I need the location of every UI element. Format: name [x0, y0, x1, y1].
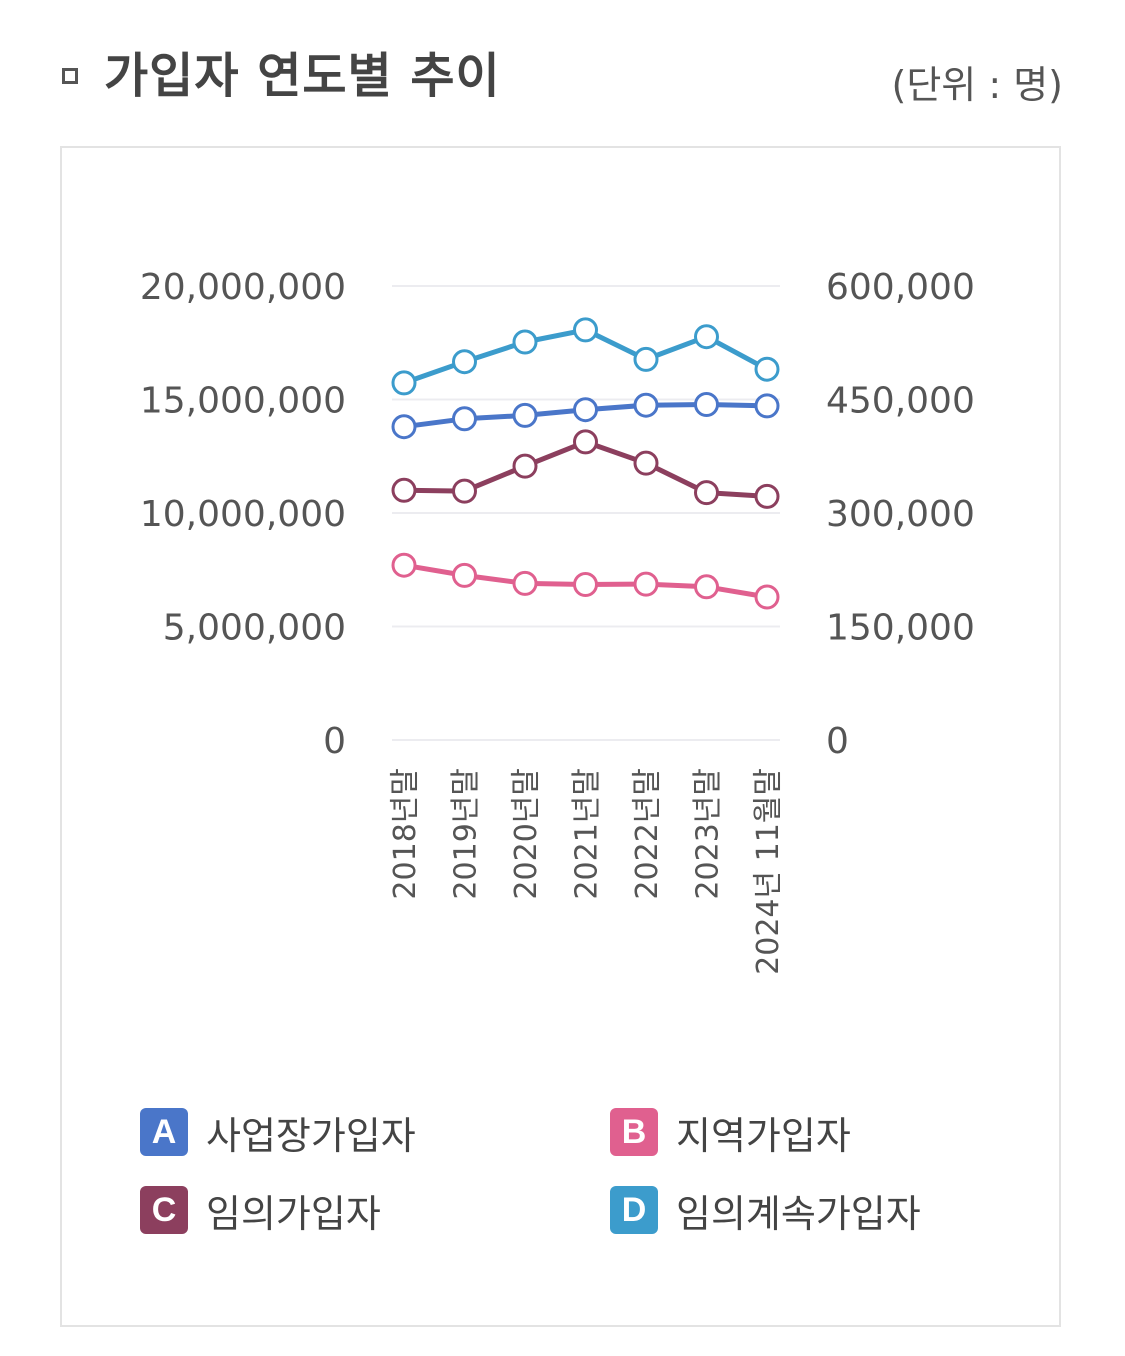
line-chart: 0 0 5,000,000 150,000 10,000,000 300,000 15,00… — [140, 267, 975, 975]
right-tick-label: 300,000 — [826, 494, 975, 535]
data-point-b — [452, 562, 477, 588]
unit-label: (단위 : 명) — [891, 63, 1064, 107]
data-point-d — [694, 324, 719, 350]
data-point-c — [754, 483, 780, 509]
right-tick-label: 150,000 — [826, 608, 975, 649]
data-point-d — [512, 329, 538, 355]
data-point-a — [633, 392, 659, 418]
page-title: 가입자 연도별 추이 — [104, 48, 501, 104]
legend-badge-d: D — [610, 1186, 658, 1234]
legend-item-b: B 지역가입자 — [610, 1108, 851, 1158]
left-tick-label: 15,000,000 — [140, 381, 346, 422]
data-point-d — [391, 370, 417, 396]
data-point-b — [754, 584, 780, 610]
right-tick-label: 0 — [826, 721, 849, 762]
data-point-d — [633, 346, 659, 372]
data-point-b — [633, 571, 659, 597]
title-bullet-icon — [62, 68, 78, 84]
legend-item-d: D 임의계속가입자 — [610, 1186, 921, 1236]
legend-badge-c: C — [140, 1186, 188, 1234]
data-point-c — [391, 477, 417, 503]
left-tick-label: 5,000,000 — [163, 608, 346, 649]
legend-item-c: C 임의가입자 — [140, 1186, 381, 1236]
left-tick-label: 20,000,000 — [140, 267, 346, 308]
left-tick-label: 0 — [323, 721, 346, 762]
data-point-b — [512, 570, 538, 596]
x-tick-label: 2018년말 — [388, 768, 423, 900]
legend-label-b: 지역가입자 — [676, 1113, 851, 1158]
data-point-d — [573, 317, 598, 343]
data-point-d — [452, 349, 477, 375]
legend-badge-a: A — [140, 1108, 188, 1156]
x-tick-label: 2022년말 — [630, 768, 665, 900]
data-point-c — [512, 453, 538, 479]
title-row: 가입자 연도별 추이 (단위 : 명) — [60, 30, 1063, 110]
x-tick-label: 2020년말 — [509, 768, 544, 900]
data-point-a — [694, 392, 719, 417]
left-tick-label: 10,000,000 — [140, 494, 346, 535]
data-point-a — [754, 393, 780, 419]
x-tick-label: 2021년말 — [570, 768, 605, 900]
legend-label-a: 사업장가입자 — [206, 1113, 416, 1158]
legend-label-d: 임의계속가입자 — [676, 1191, 921, 1236]
data-point-b — [573, 572, 598, 597]
chart-legend: A 사업장가입자 B 지역가입자 C 임의가입자 D 임의계속가입자 — [62, 148, 1059, 1325]
x-tick-label: 2023년말 — [691, 768, 726, 900]
data-point-c — [633, 450, 659, 476]
x-tick-label: 2024년 11월말 — [751, 768, 786, 975]
data-point-c — [573, 429, 598, 455]
right-tick-label: 450,000 — [826, 381, 975, 422]
legend-badge-b: B — [610, 1108, 658, 1156]
right-tick-label: 600,000 — [826, 267, 975, 308]
data-point-a — [512, 402, 538, 428]
data-point-c — [694, 480, 719, 506]
legend-item-a: A 사업장가입자 — [140, 1108, 416, 1158]
legend-label-c: 임의가입자 — [206, 1191, 381, 1236]
data-point-b — [694, 574, 719, 600]
data-point-a — [452, 406, 477, 432]
data-point-c — [452, 478, 477, 504]
chart-panel: 0 0 5,000,000 150,000 10,000,000 300,000 15,00… — [60, 146, 1061, 1327]
x-tick-label: 2019년말 — [449, 768, 484, 900]
data-point-d — [754, 356, 780, 382]
data-point-a — [573, 397, 598, 423]
data-point-b — [391, 552, 417, 578]
data-point-a — [391, 414, 417, 440]
